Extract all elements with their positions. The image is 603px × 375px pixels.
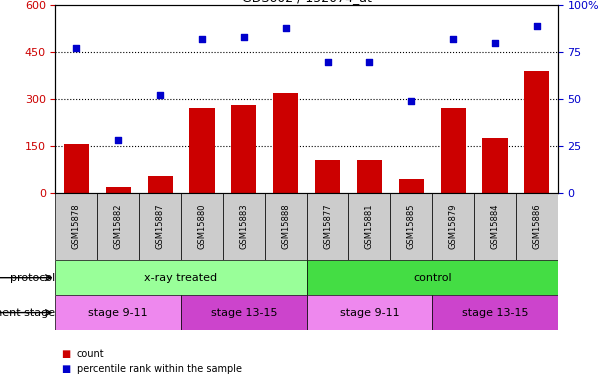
Text: GSM15884: GSM15884 — [490, 204, 499, 249]
Bar — [306, 295, 432, 330]
Title: GDS602 / 152074_at: GDS602 / 152074_at — [242, 0, 371, 4]
Text: GSM15881: GSM15881 — [365, 204, 374, 249]
Bar — [441, 108, 466, 193]
Text: stage 13-15: stage 13-15 — [462, 308, 528, 318]
Text: stage 13-15: stage 13-15 — [210, 308, 277, 318]
Bar — [474, 193, 516, 260]
Bar — [390, 193, 432, 260]
Text: GSM15883: GSM15883 — [239, 204, 248, 249]
Bar — [265, 193, 306, 260]
Bar — [148, 176, 172, 193]
Text: GSM15878: GSM15878 — [72, 204, 81, 249]
Point — [406, 98, 416, 104]
Text: GSM15885: GSM15885 — [407, 204, 416, 249]
Text: control: control — [413, 273, 452, 283]
Point — [448, 36, 458, 42]
Bar — [181, 295, 306, 330]
Bar — [181, 193, 223, 260]
Bar — [306, 193, 349, 260]
Bar — [399, 179, 424, 193]
Bar — [273, 93, 298, 193]
Text: stage 9-11: stage 9-11 — [89, 308, 148, 318]
Bar — [97, 193, 139, 260]
Text: development stage: development stage — [0, 308, 55, 318]
Text: GSM15877: GSM15877 — [323, 204, 332, 249]
Text: GSM15886: GSM15886 — [532, 204, 541, 249]
Bar — [482, 138, 508, 193]
Text: stage 9-11: stage 9-11 — [339, 308, 399, 318]
Point — [281, 25, 291, 31]
Bar — [55, 295, 181, 330]
Bar — [106, 187, 131, 193]
Point — [490, 40, 500, 46]
Point — [323, 58, 332, 64]
Bar — [223, 193, 265, 260]
Bar — [55, 193, 97, 260]
Bar — [432, 193, 474, 260]
Point — [532, 23, 541, 29]
Point — [239, 34, 248, 40]
Point — [113, 137, 123, 143]
Text: protocol: protocol — [10, 273, 55, 283]
Text: GSM15888: GSM15888 — [281, 204, 290, 249]
Text: x-ray treated: x-ray treated — [145, 273, 218, 283]
Bar — [349, 193, 390, 260]
Bar — [139, 193, 181, 260]
Point — [365, 58, 374, 64]
Bar — [432, 295, 558, 330]
Text: GSM15880: GSM15880 — [197, 204, 206, 249]
Point — [156, 92, 165, 98]
Point — [72, 45, 81, 51]
Text: ■: ■ — [62, 349, 71, 359]
Bar — [524, 71, 549, 193]
Bar — [232, 105, 256, 193]
Bar — [306, 260, 558, 295]
Bar — [55, 260, 306, 295]
Text: GSM15887: GSM15887 — [156, 204, 165, 249]
Bar — [64, 144, 89, 193]
Bar — [357, 160, 382, 193]
Bar — [315, 160, 340, 193]
Text: percentile rank within the sample: percentile rank within the sample — [77, 364, 242, 374]
Text: ■: ■ — [62, 364, 71, 374]
Bar — [516, 193, 558, 260]
Point — [197, 36, 207, 42]
Text: GSM15882: GSM15882 — [114, 204, 123, 249]
Text: count: count — [77, 349, 104, 359]
Bar — [189, 108, 215, 193]
Text: GSM15879: GSM15879 — [449, 204, 458, 249]
